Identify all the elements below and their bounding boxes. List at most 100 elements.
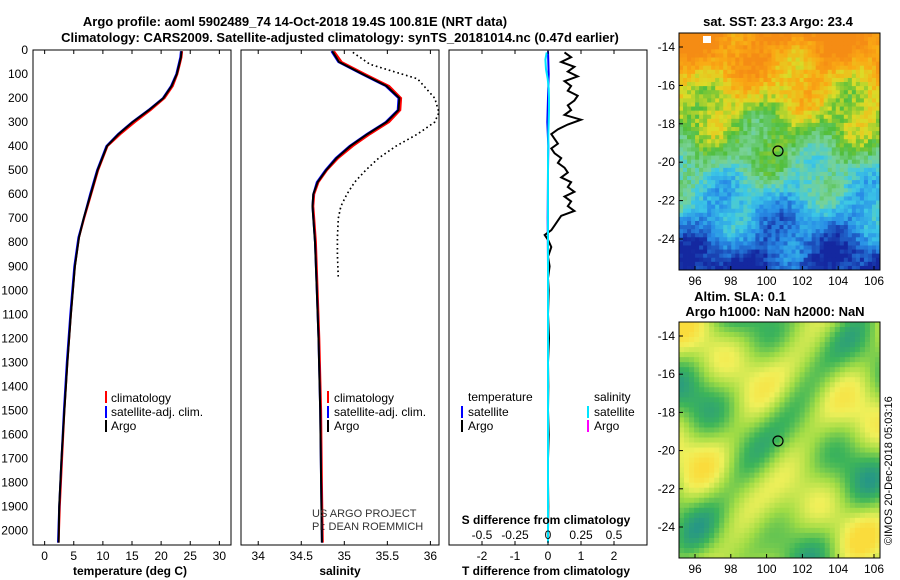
sst-pixel — [771, 155, 776, 161]
sst-pixel — [823, 233, 829, 238]
sst-pixel — [715, 143, 720, 148]
sst-pixel — [807, 69, 813, 75]
sst-pixel — [771, 257, 776, 263]
sst-pixel — [735, 184, 740, 189]
sla-cell — [774, 472, 780, 479]
sst-pixel — [779, 257, 784, 263]
sst-pixel — [771, 102, 776, 107]
sst-pixel — [867, 196, 873, 201]
sst-pixel — [767, 94, 772, 99]
legend-argo-label: Argo — [111, 419, 137, 433]
sst-pixel — [715, 106, 720, 112]
sla-cell — [694, 442, 700, 448]
sst-pixel — [875, 122, 881, 128]
sla-cell — [779, 467, 785, 474]
sst-pixel — [711, 53, 716, 58]
sst-pixel — [715, 184, 720, 189]
sst-pixel — [767, 171, 772, 177]
sla-cell — [799, 427, 806, 433]
sla-cell — [799, 387, 806, 393]
sla-cell — [804, 507, 811, 514]
sst-pixel — [755, 212, 760, 218]
sst-pixel — [731, 184, 736, 189]
sla-cell — [814, 447, 821, 453]
sst-pixel — [687, 73, 692, 79]
sst-pixel — [859, 86, 865, 91]
sst-pixel — [863, 155, 869, 161]
sst-pixel — [743, 184, 748, 189]
sst-pixel — [719, 77, 724, 83]
sst-pixel — [767, 82, 772, 87]
sla-cell — [704, 352, 710, 358]
sst-pixel — [759, 45, 764, 50]
sla-cell — [684, 507, 690, 514]
sst-pixel — [807, 126, 813, 132]
sla-cell — [684, 382, 690, 388]
sst-pixel — [743, 159, 748, 165]
sla-cell — [689, 392, 695, 398]
sla-cell — [784, 542, 790, 549]
sst-pixel — [787, 98, 792, 103]
sst-pixel — [803, 249, 809, 255]
sst-pixel — [763, 69, 768, 75]
sla-cell — [834, 512, 841, 519]
sla-cell — [764, 482, 770, 489]
sst-pixel — [827, 126, 833, 132]
sst-pixel — [799, 118, 805, 124]
sst-pixel — [819, 196, 825, 201]
sst-pixel — [715, 86, 720, 91]
sla-cell — [829, 342, 836, 348]
depth-tick-label: 1900 — [1, 500, 28, 514]
sst-pixel — [811, 147, 817, 152]
sla-cell — [844, 342, 851, 348]
sst-pixel — [727, 225, 732, 230]
sla-cell — [814, 507, 821, 514]
sst-pixel — [815, 98, 821, 103]
sst-pixel — [711, 37, 716, 42]
sst-pixel — [843, 33, 849, 38]
sst-pixel — [783, 176, 788, 181]
sla-cell — [694, 457, 700, 463]
sla-cell — [694, 417, 700, 423]
sla-cell — [874, 507, 881, 514]
sla-cell — [684, 322, 690, 328]
sla-cell — [779, 322, 785, 328]
sla-cell — [784, 332, 790, 338]
sst-pixel — [691, 126, 696, 132]
sla-cell — [709, 332, 715, 338]
sst-pixel — [723, 257, 728, 263]
sst-pixel — [723, 163, 728, 169]
sst-pixel — [779, 102, 784, 107]
sla-cell — [744, 447, 750, 453]
sst-pixel — [795, 102, 800, 107]
sst-pixel — [759, 257, 764, 263]
sla-cell — [854, 357, 861, 363]
sla-cell — [699, 362, 705, 368]
sla-cell — [784, 467, 790, 474]
sst-pixel — [771, 143, 776, 148]
sst-pixel — [779, 135, 784, 140]
sst-pixel — [787, 212, 792, 218]
sst-pixel — [795, 176, 800, 181]
sst-pixel — [815, 143, 821, 148]
sla-cell — [744, 492, 750, 499]
sst-pixel — [775, 61, 780, 67]
sla-cell — [679, 342, 685, 348]
sst-pixel — [855, 188, 861, 193]
sla-cell — [739, 367, 745, 373]
map-y-tick-label: -20 — [658, 155, 676, 169]
sst-pixel — [759, 65, 764, 71]
sst-pixel — [871, 86, 877, 91]
sst-pixel — [863, 143, 869, 148]
sla-cell — [849, 387, 856, 393]
sst-pixel — [799, 249, 805, 255]
sst-pixel — [683, 139, 688, 144]
sla-cell — [809, 322, 816, 328]
sla-cell — [859, 512, 866, 519]
sst-pixel — [707, 98, 712, 103]
sst-pixel — [683, 151, 688, 156]
sst-pixel — [775, 253, 780, 259]
sst-pixel — [823, 110, 829, 116]
sst-pixel — [767, 233, 772, 238]
sst-pixel — [679, 90, 684, 95]
